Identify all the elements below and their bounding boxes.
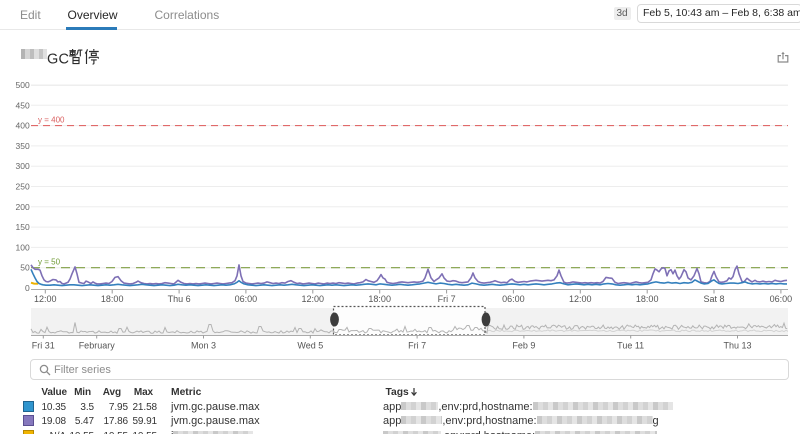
svg-text:12:00: 12:00 — [569, 294, 592, 304]
svg-text:Feb 9: Feb 9 — [512, 341, 535, 351]
svg-text:500: 500 — [16, 80, 30, 90]
svg-text:06:00: 06:00 — [502, 294, 525, 304]
svg-text:150: 150 — [16, 222, 30, 232]
svg-text:Tue 11: Tue 11 — [617, 341, 644, 351]
svg-text:400: 400 — [16, 121, 30, 131]
svg-text:18:00: 18:00 — [636, 294, 659, 304]
svg-text:18:00: 18:00 — [368, 294, 391, 304]
svg-text:Mon 3: Mon 3 — [191, 341, 216, 351]
svg-text:06:00: 06:00 — [770, 294, 793, 304]
svg-text:y = 50: y = 50 — [38, 258, 61, 267]
svg-text:12:00: 12:00 — [302, 294, 325, 304]
svg-text:50: 50 — [20, 263, 30, 273]
svg-text:February: February — [79, 341, 116, 351]
svg-text:12:00: 12:00 — [34, 294, 57, 304]
svg-text:Thu 6: Thu 6 — [168, 294, 191, 304]
svg-text:Thu 13: Thu 13 — [723, 341, 751, 351]
svg-text:18:00: 18:00 — [101, 294, 124, 304]
svg-text:Fri 7: Fri 7 — [438, 294, 456, 304]
svg-text:250: 250 — [16, 182, 30, 192]
svg-text:y = 400: y = 400 — [38, 116, 65, 125]
svg-text:450: 450 — [16, 100, 30, 110]
svg-text:200: 200 — [16, 202, 30, 212]
svg-text:Fri 7: Fri 7 — [408, 341, 426, 351]
svg-text:06:00: 06:00 — [235, 294, 258, 304]
svg-text:350: 350 — [16, 141, 30, 151]
svg-text:100: 100 — [16, 242, 30, 252]
svg-text:Sat 8: Sat 8 — [703, 294, 724, 304]
svg-text:Fri 31: Fri 31 — [32, 341, 55, 351]
svg-text:Wed 5: Wed 5 — [297, 341, 323, 351]
svg-text:300: 300 — [16, 161, 30, 171]
svg-text:0: 0 — [25, 283, 30, 293]
